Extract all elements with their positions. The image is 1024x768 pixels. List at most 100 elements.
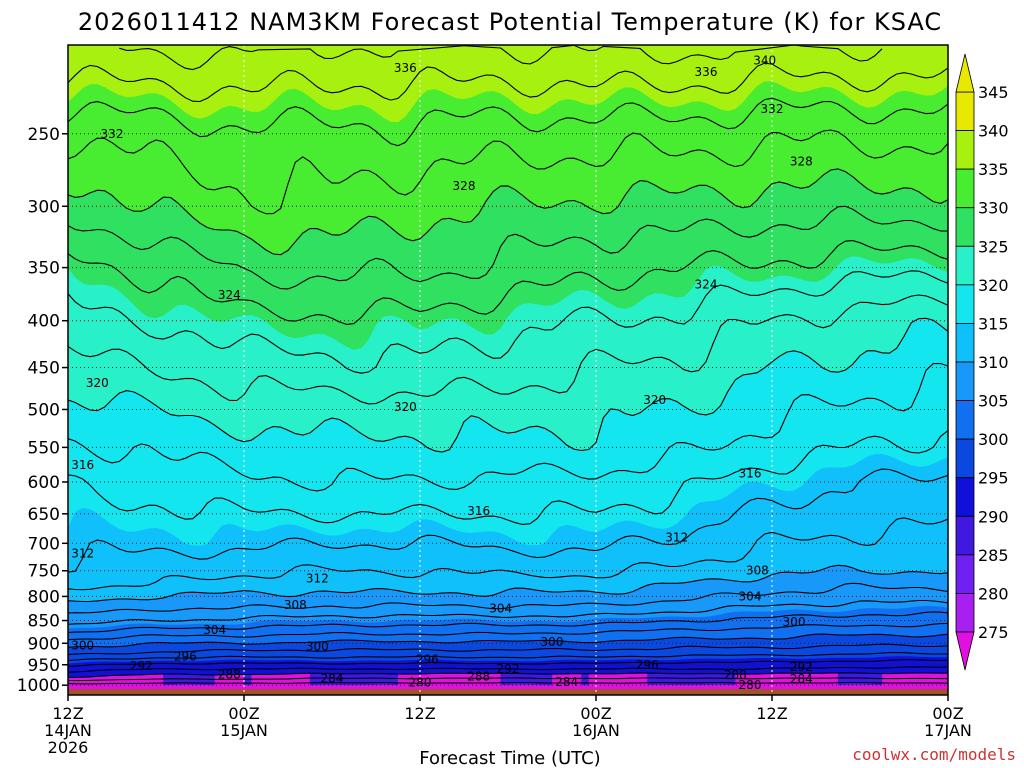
- contour-label-324: 324: [695, 277, 718, 291]
- colorbar-box-13: [955, 593, 975, 633]
- contour-label-304: 304: [739, 589, 762, 603]
- contour-label-288: 288: [724, 668, 747, 682]
- contour-label-316: 316: [467, 504, 490, 518]
- contour-label-312: 312: [306, 572, 329, 586]
- contour-320: [68, 317, 948, 453]
- contour-label-300: 300: [783, 615, 806, 629]
- contour-314: [68, 468, 948, 573]
- colorbar-label-345: 345: [978, 83, 1009, 102]
- contour-label-308: 308: [284, 598, 307, 612]
- y-tick-label-800: 800: [28, 587, 60, 607]
- y-tick-label-550: 550: [28, 438, 60, 458]
- colorbar-label-275: 275: [978, 623, 1009, 642]
- y-tick-label-900: 900: [28, 634, 60, 654]
- contour-338: [119, 45, 883, 71]
- y-tick-label-850: 850: [28, 612, 60, 632]
- colorbar-box-0: [955, 91, 975, 131]
- colorbar-box-9: [955, 438, 975, 479]
- contour-316: [68, 430, 948, 525]
- contour-label-320: 320: [86, 376, 109, 390]
- y-tick-label-1000: 1000: [17, 676, 60, 696]
- contour-labels: 336 336 340 332 332 328 328 324 324 320 320 320 316 3…: [71, 54, 813, 692]
- contour-label-312: 312: [71, 546, 94, 560]
- x-tick-label-0-2: 2026: [48, 738, 89, 757]
- colorbar-label-315: 315: [978, 314, 1009, 333]
- colorbar-bottom-arrow: [955, 631, 975, 671]
- y-tick-label-400: 400: [28, 312, 60, 332]
- plot-area: 336 336 340 332 332 328 328 324 324 320 320 320 316 3…: [68, 45, 948, 695]
- contour-302: [68, 622, 948, 641]
- contour-312: [68, 517, 948, 591]
- contour-332: [68, 129, 948, 215]
- y-tick-label-950: 950: [28, 656, 60, 676]
- colorbar-label-325: 325: [978, 237, 1009, 256]
- x-tick-label-60-1: 17JAN: [924, 721, 972, 740]
- colorbar-box-5: [955, 284, 975, 324]
- contour-label-324: 324: [218, 288, 241, 302]
- colorbar-box-11: [955, 515, 975, 556]
- contour-label-300: 300: [306, 639, 329, 653]
- contour-336: [68, 62, 948, 103]
- contour-label-292: 292: [790, 660, 813, 674]
- contour-324: [68, 270, 948, 374]
- x-tick-label-36-1: 16JAN: [572, 721, 620, 740]
- y-tick-label-750: 750: [28, 562, 60, 582]
- colorbar-label-330: 330: [978, 199, 1009, 218]
- contour-286: [68, 681, 948, 685]
- colorbar-label-300: 300: [978, 430, 1009, 449]
- colorbar-box-1: [955, 130, 975, 170]
- x-tick-label-12-0: 00Z: [228, 704, 259, 723]
- colorbar-box-8: [955, 400, 975, 440]
- contour-label-280: 280: [739, 678, 762, 692]
- contour-label-320: 320: [643, 393, 666, 407]
- colorbar-label-320: 320: [978, 276, 1009, 295]
- contour-label-336: 336: [394, 61, 417, 75]
- y-tick-label-700: 700: [28, 534, 60, 554]
- contour-296: [68, 651, 948, 662]
- x-tick-label-60-0: 00Z: [932, 704, 963, 723]
- y-tick-label-600: 600: [28, 473, 60, 493]
- contour-326: [68, 240, 948, 325]
- y-tick-label-250: 250: [28, 125, 60, 145]
- x-axis-label: Forecast Time (UTC): [419, 748, 600, 768]
- colorbar-label-285: 285: [978, 546, 1009, 565]
- contour-label-328: 328: [453, 179, 476, 193]
- y-tick-label-350: 350: [28, 259, 60, 279]
- contour-306: [68, 599, 948, 625]
- colorbar-box-3: [955, 207, 975, 247]
- contour-328: [68, 205, 948, 290]
- contour-330: [68, 168, 948, 256]
- contour-label-300: 300: [71, 638, 94, 652]
- colorbar-label-310: 310: [978, 353, 1009, 372]
- pressure-axis: 2503003504004505005506006507007508008509…: [17, 125, 68, 696]
- contour-label-296: 296: [636, 658, 659, 672]
- contour-label-336: 336: [695, 65, 718, 79]
- colorbar-box-6: [955, 323, 975, 363]
- contour-label-296: 296: [174, 649, 197, 663]
- chart-title: 2026011412 NAM3KM Forecast Potential Tem…: [78, 8, 942, 36]
- plot-frame: [67, 44, 949, 696]
- contour-334: [68, 97, 948, 147]
- ground-strip: [68, 689, 948, 695]
- contour-label-288: 288: [467, 669, 490, 683]
- contour-322: [68, 294, 948, 405]
- x-tick-label-0-1: 14JAN: [44, 721, 92, 740]
- contour-label-328: 328: [790, 154, 813, 168]
- color-fill-bands: [68, 45, 948, 695]
- colorbar-box-4: [955, 245, 975, 286]
- x-tick-label-48-0: 12Z: [756, 704, 787, 723]
- contour-label-340: 340: [753, 54, 776, 68]
- contour-label-300: 300: [541, 635, 564, 649]
- contour-label-280: 280: [409, 675, 432, 689]
- y-tick-label-650: 650: [28, 505, 60, 525]
- contour-label-284: 284: [321, 671, 344, 685]
- contour-292: [68, 666, 948, 673]
- contour-318: [68, 362, 948, 492]
- contour-label-292: 292: [497, 662, 520, 676]
- contour-294: [68, 659, 948, 668]
- x-tick-label-12-1: 15JAN: [220, 721, 268, 740]
- ground-surface: [68, 689, 948, 695]
- contour-label-316: 316: [71, 458, 94, 472]
